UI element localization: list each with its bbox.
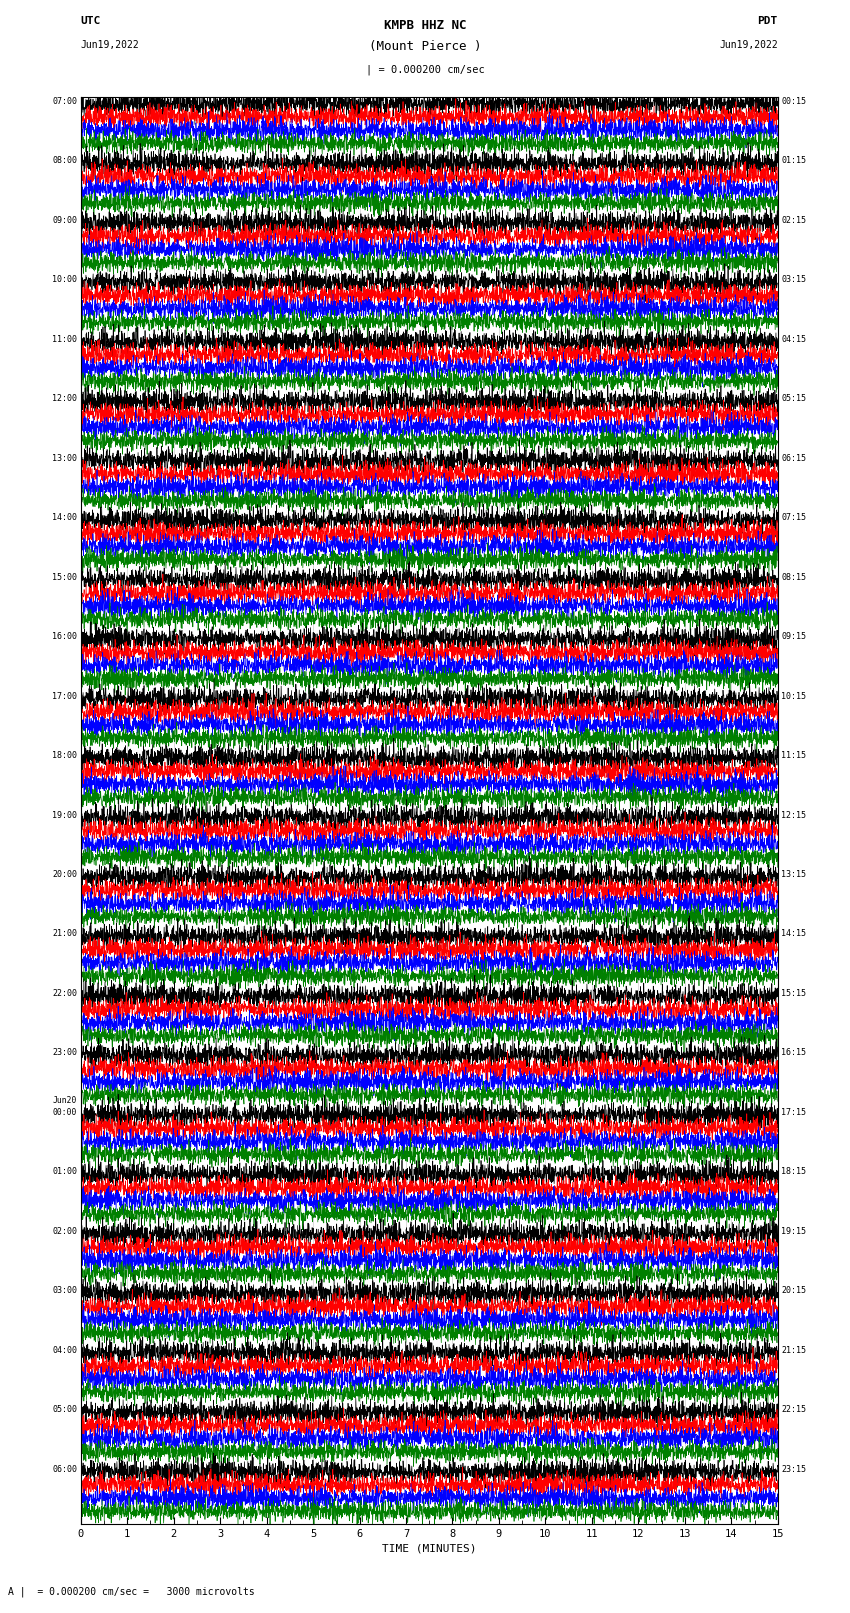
Text: 01:15: 01:15 bbox=[781, 156, 806, 165]
Text: 06:00: 06:00 bbox=[53, 1465, 77, 1474]
Text: 05:15: 05:15 bbox=[781, 394, 806, 403]
Text: 03:00: 03:00 bbox=[53, 1287, 77, 1295]
Text: 09:00: 09:00 bbox=[53, 216, 77, 224]
Text: 05:00: 05:00 bbox=[53, 1405, 77, 1415]
Text: 15:15: 15:15 bbox=[781, 989, 806, 998]
Text: 09:15: 09:15 bbox=[781, 632, 806, 640]
Text: PDT: PDT bbox=[757, 16, 778, 26]
Text: (Mount Pierce ): (Mount Pierce ) bbox=[369, 40, 481, 53]
X-axis label: TIME (MINUTES): TIME (MINUTES) bbox=[382, 1544, 477, 1553]
Text: 03:15: 03:15 bbox=[781, 276, 806, 284]
Text: 18:15: 18:15 bbox=[781, 1168, 806, 1176]
Text: 11:15: 11:15 bbox=[781, 752, 806, 760]
Text: 02:15: 02:15 bbox=[781, 216, 806, 224]
Text: 12:15: 12:15 bbox=[781, 811, 806, 819]
Text: 23:15: 23:15 bbox=[781, 1465, 806, 1474]
Text: 10:15: 10:15 bbox=[781, 692, 806, 700]
Text: 13:00: 13:00 bbox=[53, 453, 77, 463]
Text: 16:00: 16:00 bbox=[53, 632, 77, 640]
Text: 02:00: 02:00 bbox=[53, 1227, 77, 1236]
Text: 21:00: 21:00 bbox=[53, 929, 77, 939]
Text: 17:00: 17:00 bbox=[53, 692, 77, 700]
Text: 20:00: 20:00 bbox=[53, 869, 77, 879]
Text: 07:00: 07:00 bbox=[53, 97, 77, 106]
Text: 22:00: 22:00 bbox=[53, 989, 77, 998]
Text: Jun19,2022: Jun19,2022 bbox=[719, 40, 778, 50]
Text: 10:00: 10:00 bbox=[53, 276, 77, 284]
Text: 14:00: 14:00 bbox=[53, 513, 77, 523]
Text: 15:00: 15:00 bbox=[53, 573, 77, 582]
Text: KMPB HHZ NC: KMPB HHZ NC bbox=[383, 19, 467, 32]
Text: 16:15: 16:15 bbox=[781, 1048, 806, 1058]
Text: 08:15: 08:15 bbox=[781, 573, 806, 582]
Text: | = 0.000200 cm/sec: | = 0.000200 cm/sec bbox=[366, 65, 484, 76]
Text: 04:15: 04:15 bbox=[781, 336, 806, 344]
Text: Jun19,2022: Jun19,2022 bbox=[81, 40, 139, 50]
Text: 06:15: 06:15 bbox=[781, 453, 806, 463]
Text: 00:15: 00:15 bbox=[781, 97, 806, 106]
Text: 01:00: 01:00 bbox=[53, 1168, 77, 1176]
Text: 08:00: 08:00 bbox=[53, 156, 77, 165]
Text: UTC: UTC bbox=[81, 16, 101, 26]
Text: 17:15: 17:15 bbox=[781, 1108, 806, 1116]
Text: 14:15: 14:15 bbox=[781, 929, 806, 939]
Text: 23:00: 23:00 bbox=[53, 1048, 77, 1058]
Text: Jun20: Jun20 bbox=[53, 1095, 77, 1105]
Text: A |  = 0.000200 cm/sec =   3000 microvolts: A | = 0.000200 cm/sec = 3000 microvolts bbox=[8, 1586, 255, 1597]
Text: 21:15: 21:15 bbox=[781, 1345, 806, 1355]
Text: 19:15: 19:15 bbox=[781, 1227, 806, 1236]
Text: 00:00: 00:00 bbox=[53, 1108, 77, 1116]
Text: 19:00: 19:00 bbox=[53, 811, 77, 819]
Text: 12:00: 12:00 bbox=[53, 394, 77, 403]
Text: 13:15: 13:15 bbox=[781, 869, 806, 879]
Text: 18:00: 18:00 bbox=[53, 752, 77, 760]
Text: 20:15: 20:15 bbox=[781, 1287, 806, 1295]
Text: 22:15: 22:15 bbox=[781, 1405, 806, 1415]
Text: 04:00: 04:00 bbox=[53, 1345, 77, 1355]
Text: 07:15: 07:15 bbox=[781, 513, 806, 523]
Text: 11:00: 11:00 bbox=[53, 336, 77, 344]
